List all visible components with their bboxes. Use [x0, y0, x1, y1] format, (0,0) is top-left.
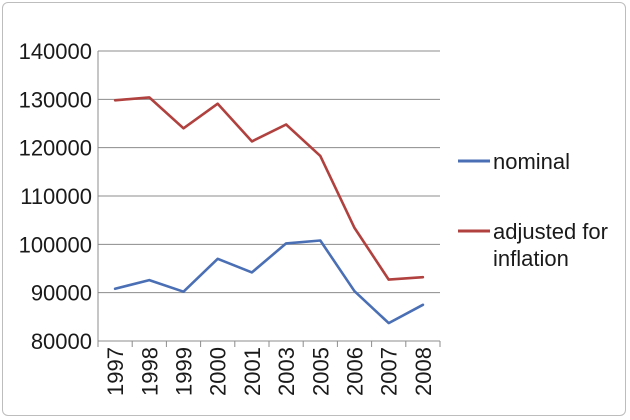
axes	[97, 51, 441, 347]
y-axis-ticks: 80000 90000 100000 110000 120000 130000 140000	[19, 39, 92, 354]
legend-label-adjusted: adjusted for inflation	[493, 219, 614, 271]
x-tick-label: 1998	[137, 347, 162, 396]
y-tick-label: 120000	[19, 136, 92, 161]
x-tick-label: 2005	[308, 347, 333, 396]
x-tick-label: 2001	[240, 347, 265, 396]
x-tick-label: 2008	[411, 347, 436, 396]
x-tick-label: 2007	[377, 347, 402, 396]
series-line-adjusted	[113, 96, 425, 281]
x-axis-ticks: 1997 1998 1999 2000 2001 2003 2005 2006 2007 2008	[103, 347, 436, 396]
gridlines	[98, 50, 440, 294]
series-lines	[113, 96, 425, 325]
series-line-nominal	[113, 239, 425, 325]
legend: nominal adjusted for inflation	[458, 149, 614, 271]
y-tick-label: 90000	[31, 281, 92, 306]
legend-label-adjusted-line2: inflation	[493, 246, 569, 271]
legend-label-adjusted-line1: adjusted for	[493, 219, 608, 244]
x-tick-label: 2003	[274, 347, 299, 396]
x-tick-label: 1999	[172, 347, 197, 396]
y-tick-label: 140000	[19, 39, 92, 64]
x-tick-label: 2006	[343, 347, 368, 396]
y-tick-label: 100000	[19, 232, 92, 257]
y-tick-label: 130000	[19, 87, 92, 112]
x-tick-label: 1997	[103, 347, 128, 396]
legend-label-nominal: nominal	[493, 149, 570, 174]
y-tick-label: 110000	[20, 184, 92, 209]
chart-frame	[2, 2, 626, 416]
x-tick-label: 2000	[206, 347, 231, 396]
y-tick-label: 80000	[31, 329, 92, 354]
